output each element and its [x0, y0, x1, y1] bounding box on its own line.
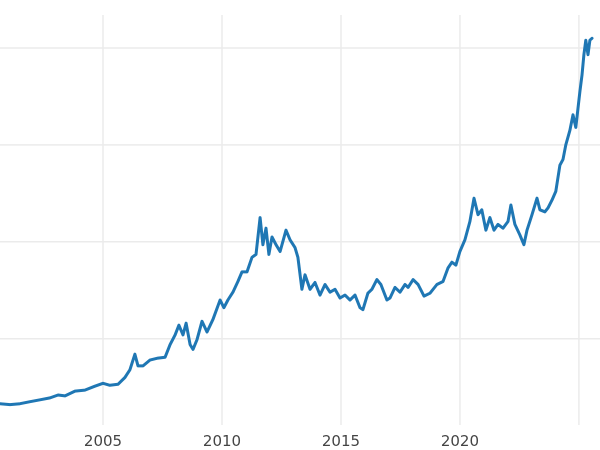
- x-tick-label: 2005: [84, 432, 122, 450]
- x-tick-label: 2010: [203, 432, 241, 450]
- series-layer: [0, 36, 594, 407]
- x-axis-ticks: 2005 2010 2015 2020: [84, 432, 479, 450]
- x-tick-label: 2020: [441, 432, 479, 450]
- grid: [0, 15, 600, 425]
- series-line: [0, 36, 594, 407]
- x-tick-label: 2015: [322, 432, 360, 450]
